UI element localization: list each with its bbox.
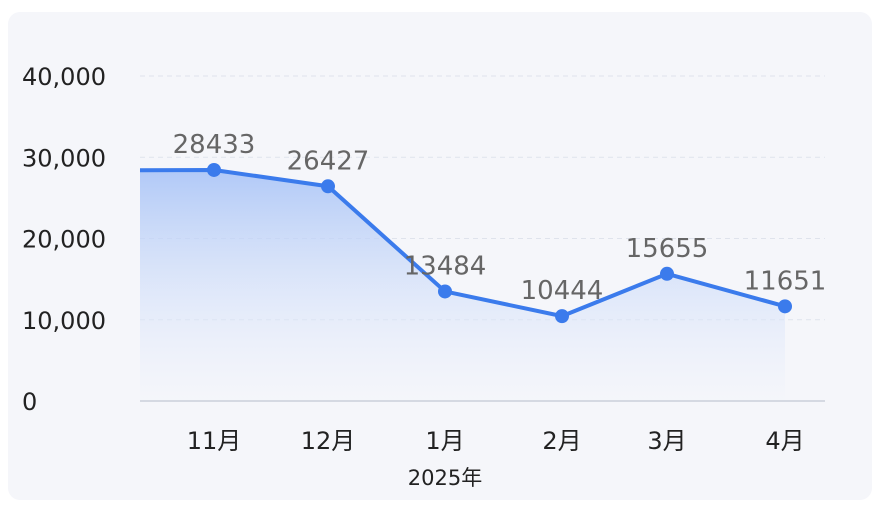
y-tick-label: 40,000 (22, 63, 106, 91)
area-fill (140, 169, 785, 401)
data-label: 28433 (173, 130, 256, 160)
data-point[interactable] (660, 266, 674, 281)
y-tick-label: 0 (22, 388, 37, 416)
data-points (207, 162, 792, 324)
data-point[interactable] (207, 162, 221, 177)
x-tick-label: 2月 (542, 427, 581, 455)
x-tick-label: 1月 (425, 427, 464, 455)
x-tick-label: 4月 (765, 427, 804, 455)
data-labels: 28433 26427 13484 10444 15655 11651 (173, 130, 827, 306)
data-label: 11651 (744, 266, 827, 296)
data-label: 10444 (521, 276, 604, 306)
y-axis: 0 10,000 20,000 30,000 40,000 (22, 63, 106, 416)
x-axis-year-label: 2025年 (408, 466, 482, 490)
data-point[interactable] (555, 309, 569, 324)
x-tick-label: 12月 (301, 427, 356, 455)
data-point[interactable] (778, 299, 792, 314)
x-axis: 11月 12月 1月 2月 3月 4月 (187, 427, 805, 455)
data-point[interactable] (321, 179, 335, 194)
x-tick-label: 11月 (187, 427, 242, 455)
x-tick-label: 3月 (647, 427, 686, 455)
y-tick-label: 30,000 (22, 144, 106, 172)
y-tick-label: 20,000 (22, 226, 106, 254)
y-tick-label: 10,000 (22, 307, 106, 335)
data-label: 15655 (626, 234, 709, 264)
data-label: 13484 (404, 251, 487, 281)
data-label: 26427 (287, 146, 370, 176)
data-point[interactable] (438, 284, 452, 299)
